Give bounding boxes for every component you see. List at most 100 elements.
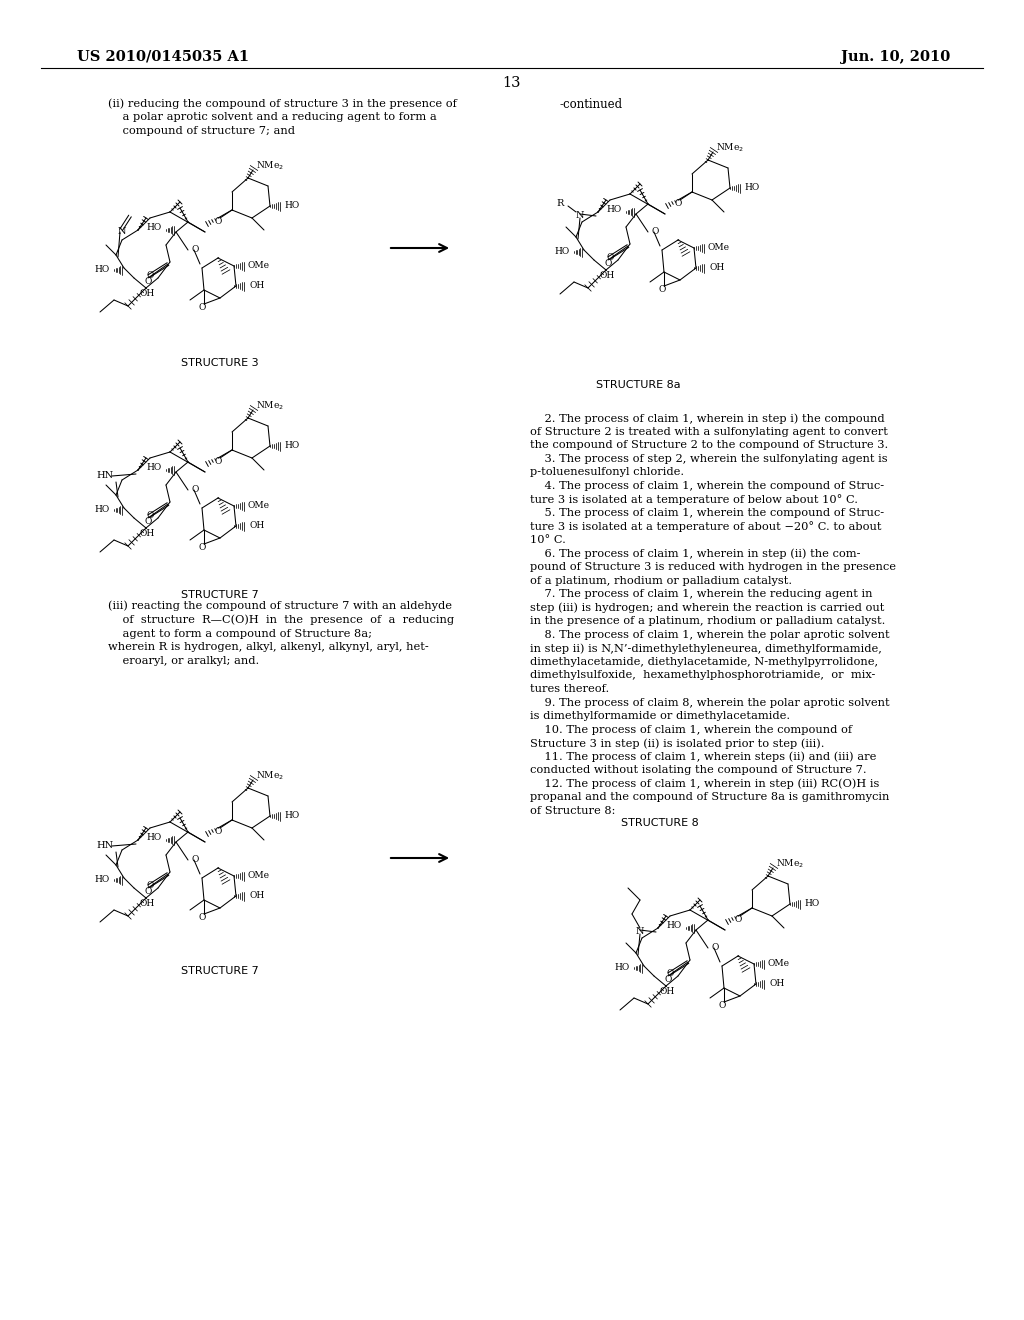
Text: HO: HO (804, 899, 819, 908)
Text: O: O (652, 227, 659, 236)
Text: O: O (193, 486, 200, 495)
Text: 10. The process of claim 1, wherein the compound of: 10. The process of claim 1, wherein the … (530, 725, 852, 735)
Text: O: O (604, 260, 611, 268)
Text: O: O (667, 969, 674, 978)
Text: OH: OH (250, 891, 265, 900)
Text: 3. The process of step 2, wherein the sulfonylating agent is: 3. The process of step 2, wherein the su… (530, 454, 888, 463)
Text: OMe: OMe (708, 243, 730, 252)
Text: of Structure 2 is treated with a sulfonylating agent to convert: of Structure 2 is treated with a sulfony… (530, 426, 888, 437)
Text: NMe$_2$: NMe$_2$ (256, 770, 284, 783)
Text: OH: OH (140, 529, 156, 539)
Text: HO: HO (607, 206, 622, 214)
Text: R: R (557, 199, 564, 209)
Text: OH: OH (660, 987, 675, 997)
Text: HO: HO (614, 964, 630, 973)
Text: pound of Structure 3 is reduced with hydrogen in the presence: pound of Structure 3 is reduced with hyd… (530, 562, 896, 572)
Text: of Structure 8:: of Structure 8: (530, 807, 615, 816)
Text: NMe$_2$: NMe$_2$ (776, 858, 804, 870)
Text: 4. The process of claim 1, wherein the compound of Struc-: 4. The process of claim 1, wherein the c… (530, 480, 884, 491)
Text: 2. The process of claim 1, wherein in step i) the compound: 2. The process of claim 1, wherein in st… (530, 413, 885, 424)
Text: Jun. 10, 2010: Jun. 10, 2010 (841, 50, 950, 63)
Text: HO: HO (667, 921, 682, 931)
Text: OH: OH (250, 281, 265, 290)
Text: N: N (118, 227, 126, 236)
Text: OH: OH (770, 979, 785, 989)
Text: HO: HO (95, 265, 110, 275)
Text: OH: OH (140, 899, 156, 908)
Text: tures thereof.: tures thereof. (530, 684, 609, 694)
Text: OH: OH (250, 521, 265, 531)
Text: 9. The process of claim 8, wherein the polar aprotic solvent: 9. The process of claim 8, wherein the p… (530, 697, 890, 708)
Text: conducted without isolating the compound of Structure 7.: conducted without isolating the compound… (530, 766, 866, 775)
Text: HO: HO (146, 223, 162, 232)
Text: HO: HO (555, 248, 570, 256)
Text: (ii) reducing the compound of structure 3 in the presence of
    a polar aprotic: (ii) reducing the compound of structure … (108, 98, 457, 136)
Text: p-toluenesulfonyl chloride.: p-toluenesulfonyl chloride. (530, 467, 684, 478)
Text: HN: HN (97, 842, 114, 850)
Text: STRUCTURE 7: STRUCTURE 7 (181, 966, 259, 975)
Text: ture 3 is isolated at a temperature of below about 10° C.: ture 3 is isolated at a temperature of b… (530, 494, 858, 506)
Text: O: O (712, 944, 720, 953)
Text: N: N (636, 928, 644, 936)
Text: HO: HO (95, 506, 110, 515)
Text: 7. The process of claim 1, wherein the reducing agent in: 7. The process of claim 1, wherein the r… (530, 589, 872, 599)
Text: O: O (193, 246, 200, 255)
Text: O: O (675, 199, 682, 209)
Text: is dimethylformamide or dimethylacetamide.: is dimethylformamide or dimethylacetamid… (530, 711, 791, 721)
Text: STRUCTURE 8a: STRUCTURE 8a (596, 380, 680, 389)
Text: O: O (214, 828, 221, 837)
Text: HN: HN (97, 471, 114, 480)
Text: O: O (146, 882, 154, 891)
Text: O: O (199, 913, 206, 923)
Text: -continued: -continued (560, 98, 624, 111)
Text: O: O (214, 458, 221, 466)
Text: 5. The process of claim 1, wherein the compound of Struc-: 5. The process of claim 1, wherein the c… (530, 508, 884, 517)
Text: 6. The process of claim 1, wherein in step (ii) the com-: 6. The process of claim 1, wherein in st… (530, 549, 860, 560)
Text: 8. The process of claim 1, wherein the polar aprotic solvent: 8. The process of claim 1, wherein the p… (530, 630, 890, 640)
Text: 12. The process of claim 1, wherein in step (iii) RC(O)H is: 12. The process of claim 1, wherein in s… (530, 779, 880, 789)
Text: dimethylacetamide, diethylacetamide, N-methylpyrrolidone,: dimethylacetamide, diethylacetamide, N-m… (530, 657, 879, 667)
Text: OMe: OMe (768, 960, 790, 969)
Text: HO: HO (284, 202, 299, 210)
Text: OH: OH (710, 264, 725, 272)
Text: OH: OH (140, 289, 156, 298)
Text: STRUCTURE 7: STRUCTURE 7 (181, 590, 259, 601)
Text: NMe$_2$: NMe$_2$ (256, 400, 284, 412)
Text: in step ii) is N,N’-dimethylethyleneurea, dimethylformamide,: in step ii) is N,N’-dimethylethyleneurea… (530, 643, 882, 653)
Text: N: N (575, 211, 585, 220)
Text: HO: HO (95, 875, 110, 884)
Text: OH: OH (600, 272, 615, 281)
Text: HO: HO (146, 833, 162, 842)
Text: HO: HO (744, 183, 759, 193)
Text: O: O (734, 916, 741, 924)
Text: ture 3 is isolated at a temperature of about −20° C. to about: ture 3 is isolated at a temperature of a… (530, 521, 882, 532)
Text: HO: HO (146, 463, 162, 473)
Text: (iii) reacting the compound of structure 7 with an aldehyde
    of  structure  R: (iii) reacting the compound of structure… (108, 601, 454, 665)
Text: 13: 13 (503, 77, 521, 90)
Text: HO: HO (284, 812, 299, 821)
Text: O: O (718, 1002, 726, 1011)
Text: US 2010/0145035 A1: US 2010/0145035 A1 (77, 50, 249, 63)
Text: O: O (144, 277, 152, 286)
Text: HO: HO (284, 441, 299, 450)
Text: NMe$_2$: NMe$_2$ (716, 141, 743, 154)
Text: of a platinum, rhodium or palladium catalyst.: of a platinum, rhodium or palladium cata… (530, 576, 793, 586)
Text: O: O (199, 304, 206, 313)
Text: OMe: OMe (248, 502, 270, 511)
Text: 10° C.: 10° C. (530, 535, 566, 545)
Text: the compound of Structure 2 to the compound of Structure 3.: the compound of Structure 2 to the compo… (530, 440, 888, 450)
Text: dimethylsulfoxide,  hexamethylphosphorotriamide,  or  mix-: dimethylsulfoxide, hexamethylphosphorotr… (530, 671, 876, 680)
Text: NMe$_2$: NMe$_2$ (256, 160, 284, 172)
Text: O: O (144, 517, 152, 527)
Text: STRUCTURE 3: STRUCTURE 3 (181, 358, 259, 368)
Text: O: O (214, 218, 221, 227)
Text: propanal and the compound of Structure 8a is gamithromycin: propanal and the compound of Structure 8… (530, 792, 890, 803)
Text: in the presence of a platinum, rhodium or palladium catalyst.: in the presence of a platinum, rhodium o… (530, 616, 886, 626)
Text: 11. The process of claim 1, wherein steps (ii) and (iii) are: 11. The process of claim 1, wherein step… (530, 752, 877, 763)
Text: step (iii) is hydrogen; and wherein the reaction is carried out: step (iii) is hydrogen; and wherein the … (530, 603, 885, 614)
Text: OMe: OMe (248, 871, 270, 880)
Text: O: O (606, 253, 614, 263)
Text: OMe: OMe (248, 261, 270, 271)
Text: Structure 3 in step (ii) is isolated prior to step (iii).: Structure 3 in step (ii) is isolated pri… (530, 738, 824, 748)
Text: STRUCTURE 8: STRUCTURE 8 (622, 818, 698, 828)
